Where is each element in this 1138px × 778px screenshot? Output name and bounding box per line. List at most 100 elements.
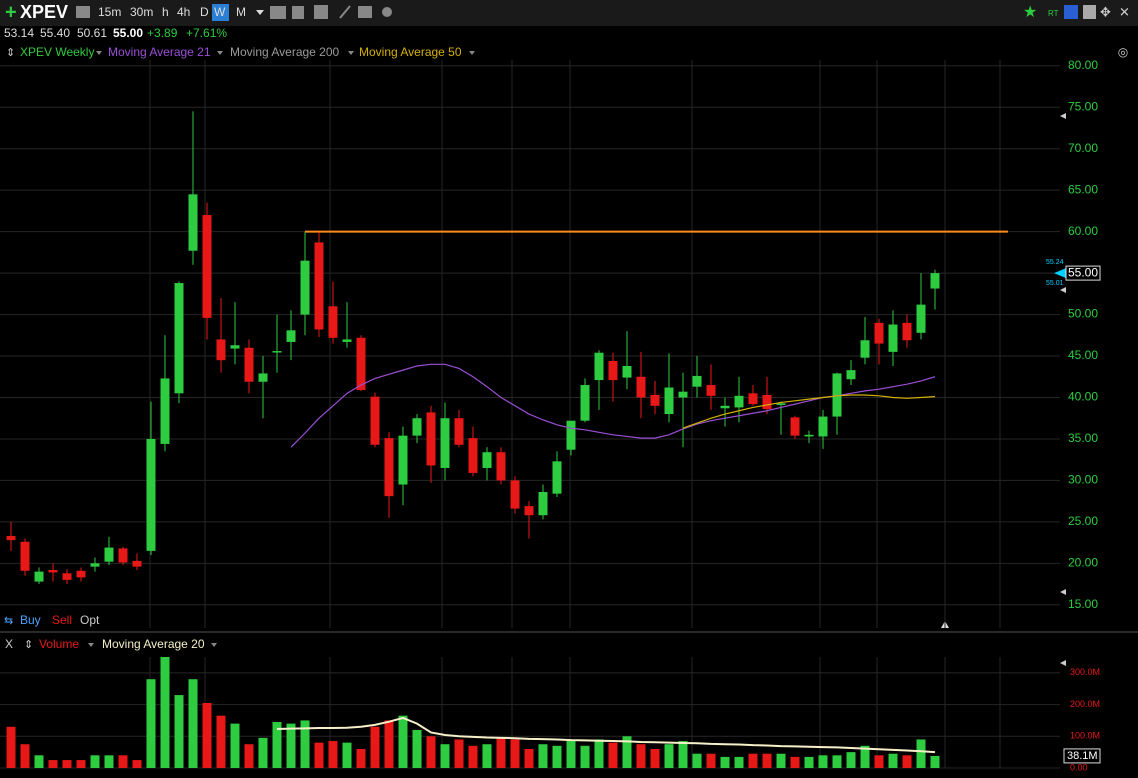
- axis-marker: [1060, 113, 1066, 119]
- add-symbol-icon[interactable]: +: [5, 1, 17, 23]
- legend-menu[interactable]: [211, 643, 217, 647]
- volume-bar: [552, 745, 562, 768]
- candle-body: [622, 365, 632, 378]
- timeframe[interactable]: h: [162, 5, 169, 19]
- indicators-icon[interactable]: [314, 5, 328, 19]
- y-tick-label: 25.00: [1068, 514, 1098, 528]
- legend-menu[interactable]: [96, 51, 102, 55]
- volume-bar: [216, 715, 226, 768]
- speaker-icon[interactable]: [76, 6, 90, 18]
- candle-body: [20, 541, 30, 571]
- volume-bar: [272, 722, 282, 768]
- candle-body: [272, 351, 282, 353]
- candle-body: [482, 452, 492, 468]
- y-tick-label: 40.00: [1068, 390, 1098, 404]
- timeframe[interactable]: 30m: [130, 5, 153, 19]
- volume-bar: [580, 745, 590, 768]
- palette-icon[interactable]: ◎: [1118, 45, 1128, 59]
- candle-body: [790, 417, 800, 436]
- watchlist-star[interactable]: ★: [1023, 4, 1037, 21]
- rt-badge: RT: [1048, 9, 1059, 18]
- line-series: [276, 716, 936, 754]
- sell-button[interactable]: Sell: [52, 613, 72, 627]
- save-icon[interactable]: [1083, 5, 1096, 19]
- candle-body: [734, 395, 744, 408]
- y-tick-label: 100.0M: [1070, 731, 1100, 741]
- legend-entry[interactable]: Volume: [39, 637, 79, 651]
- legend-icon[interactable]: ⇕: [24, 639, 33, 651]
- candle-body: [664, 387, 674, 415]
- volume-bar: [790, 756, 800, 768]
- y-tick-label: 65.00: [1068, 182, 1098, 196]
- s-icon[interactable]: [1064, 5, 1078, 19]
- buy-button[interactable]: Buy: [20, 613, 41, 627]
- legend-menu[interactable]: [348, 51, 354, 55]
- legend-menu[interactable]: [217, 51, 223, 55]
- candle-body: [216, 339, 226, 361]
- candle-body: [832, 373, 842, 417]
- compare-icon[interactable]: [292, 6, 304, 19]
- volume-bar: [258, 737, 268, 768]
- volume-bar: [286, 723, 296, 768]
- symbol[interactable]: XPEV: [20, 2, 68, 22]
- volume-bar: [818, 755, 828, 768]
- volume-close-button[interactable]: X: [5, 637, 13, 651]
- volume-bar: [860, 745, 870, 768]
- layers-icon[interactable]: [358, 6, 372, 18]
- opt-button[interactable]: Opt: [80, 613, 100, 627]
- volume-bar: [846, 752, 856, 768]
- volume-bar: [356, 748, 366, 768]
- candle-body: [62, 573, 72, 580]
- quote-change: +3.89: [147, 26, 178, 40]
- candle-body: [244, 347, 254, 382]
- timeframe[interactable]: M: [236, 5, 246, 19]
- volume-bar: [706, 753, 716, 768]
- volume-bar: [202, 702, 212, 768]
- volume-bar: [930, 755, 940, 768]
- volume-bar: [76, 760, 86, 768]
- legend-entry[interactable]: Moving Average 21: [108, 45, 211, 59]
- legend-menu[interactable]: [469, 51, 475, 55]
- candle-body: [594, 352, 604, 381]
- volume-bar: [496, 737, 506, 768]
- volume-bar: [524, 748, 534, 768]
- legend-entry[interactable]: Moving Average 20: [102, 637, 205, 651]
- legend-icon[interactable]: ⇕: [6, 47, 15, 59]
- candle-body: [188, 194, 198, 251]
- timeframe[interactable]: W: [214, 5, 226, 19]
- candle-body: [692, 375, 702, 387]
- timeframe-menu[interactable]: [256, 10, 264, 15]
- legend-entry[interactable]: Moving Average 200: [230, 45, 340, 59]
- draw-icon[interactable]: [339, 5, 351, 19]
- volume-bar: [636, 744, 646, 768]
- current-volume-label: 38.1M: [1067, 750, 1098, 762]
- move-icon[interactable]: ✥: [1100, 4, 1111, 19]
- quote-high: 55.40: [40, 26, 70, 40]
- volume-bar: [874, 755, 884, 768]
- volume-bar: [734, 756, 744, 768]
- share-icon[interactable]: [382, 7, 392, 17]
- candle-body: [776, 403, 786, 405]
- candle-body: [916, 304, 926, 333]
- y-tick-label: 20.00: [1068, 555, 1098, 569]
- legend-entry[interactable]: Moving Average 50: [359, 45, 462, 59]
- close-window-icon[interactable]: ✕: [1119, 4, 1130, 19]
- timeframe[interactable]: D: [200, 5, 209, 19]
- axis-marker: [1060, 287, 1066, 293]
- y-tick-label: 80.00: [1068, 58, 1098, 72]
- volume-bar: [104, 755, 114, 768]
- timeframe[interactable]: 4h: [177, 5, 190, 19]
- legend-menu[interactable]: [88, 643, 94, 647]
- candle-body: [104, 547, 114, 562]
- candle-body: [174, 283, 184, 394]
- ask-label: 55.24: [1046, 259, 1064, 266]
- volume-bar: [398, 715, 408, 768]
- buy-icon[interactable]: ⇆: [4, 615, 13, 627]
- chart-type-icon[interactable]: [270, 6, 286, 19]
- toolbar: [0, 0, 1138, 26]
- timeframe[interactable]: 15m: [98, 5, 121, 19]
- last-price-label: 55.00: [1068, 265, 1098, 279]
- legend-entry[interactable]: XPEV Weekly: [20, 45, 94, 59]
- y-tick-label: 300.0M: [1070, 667, 1100, 677]
- quote-row: 53.14 55.40 50.61 55.00 +3.89 +7.61%: [4, 26, 227, 40]
